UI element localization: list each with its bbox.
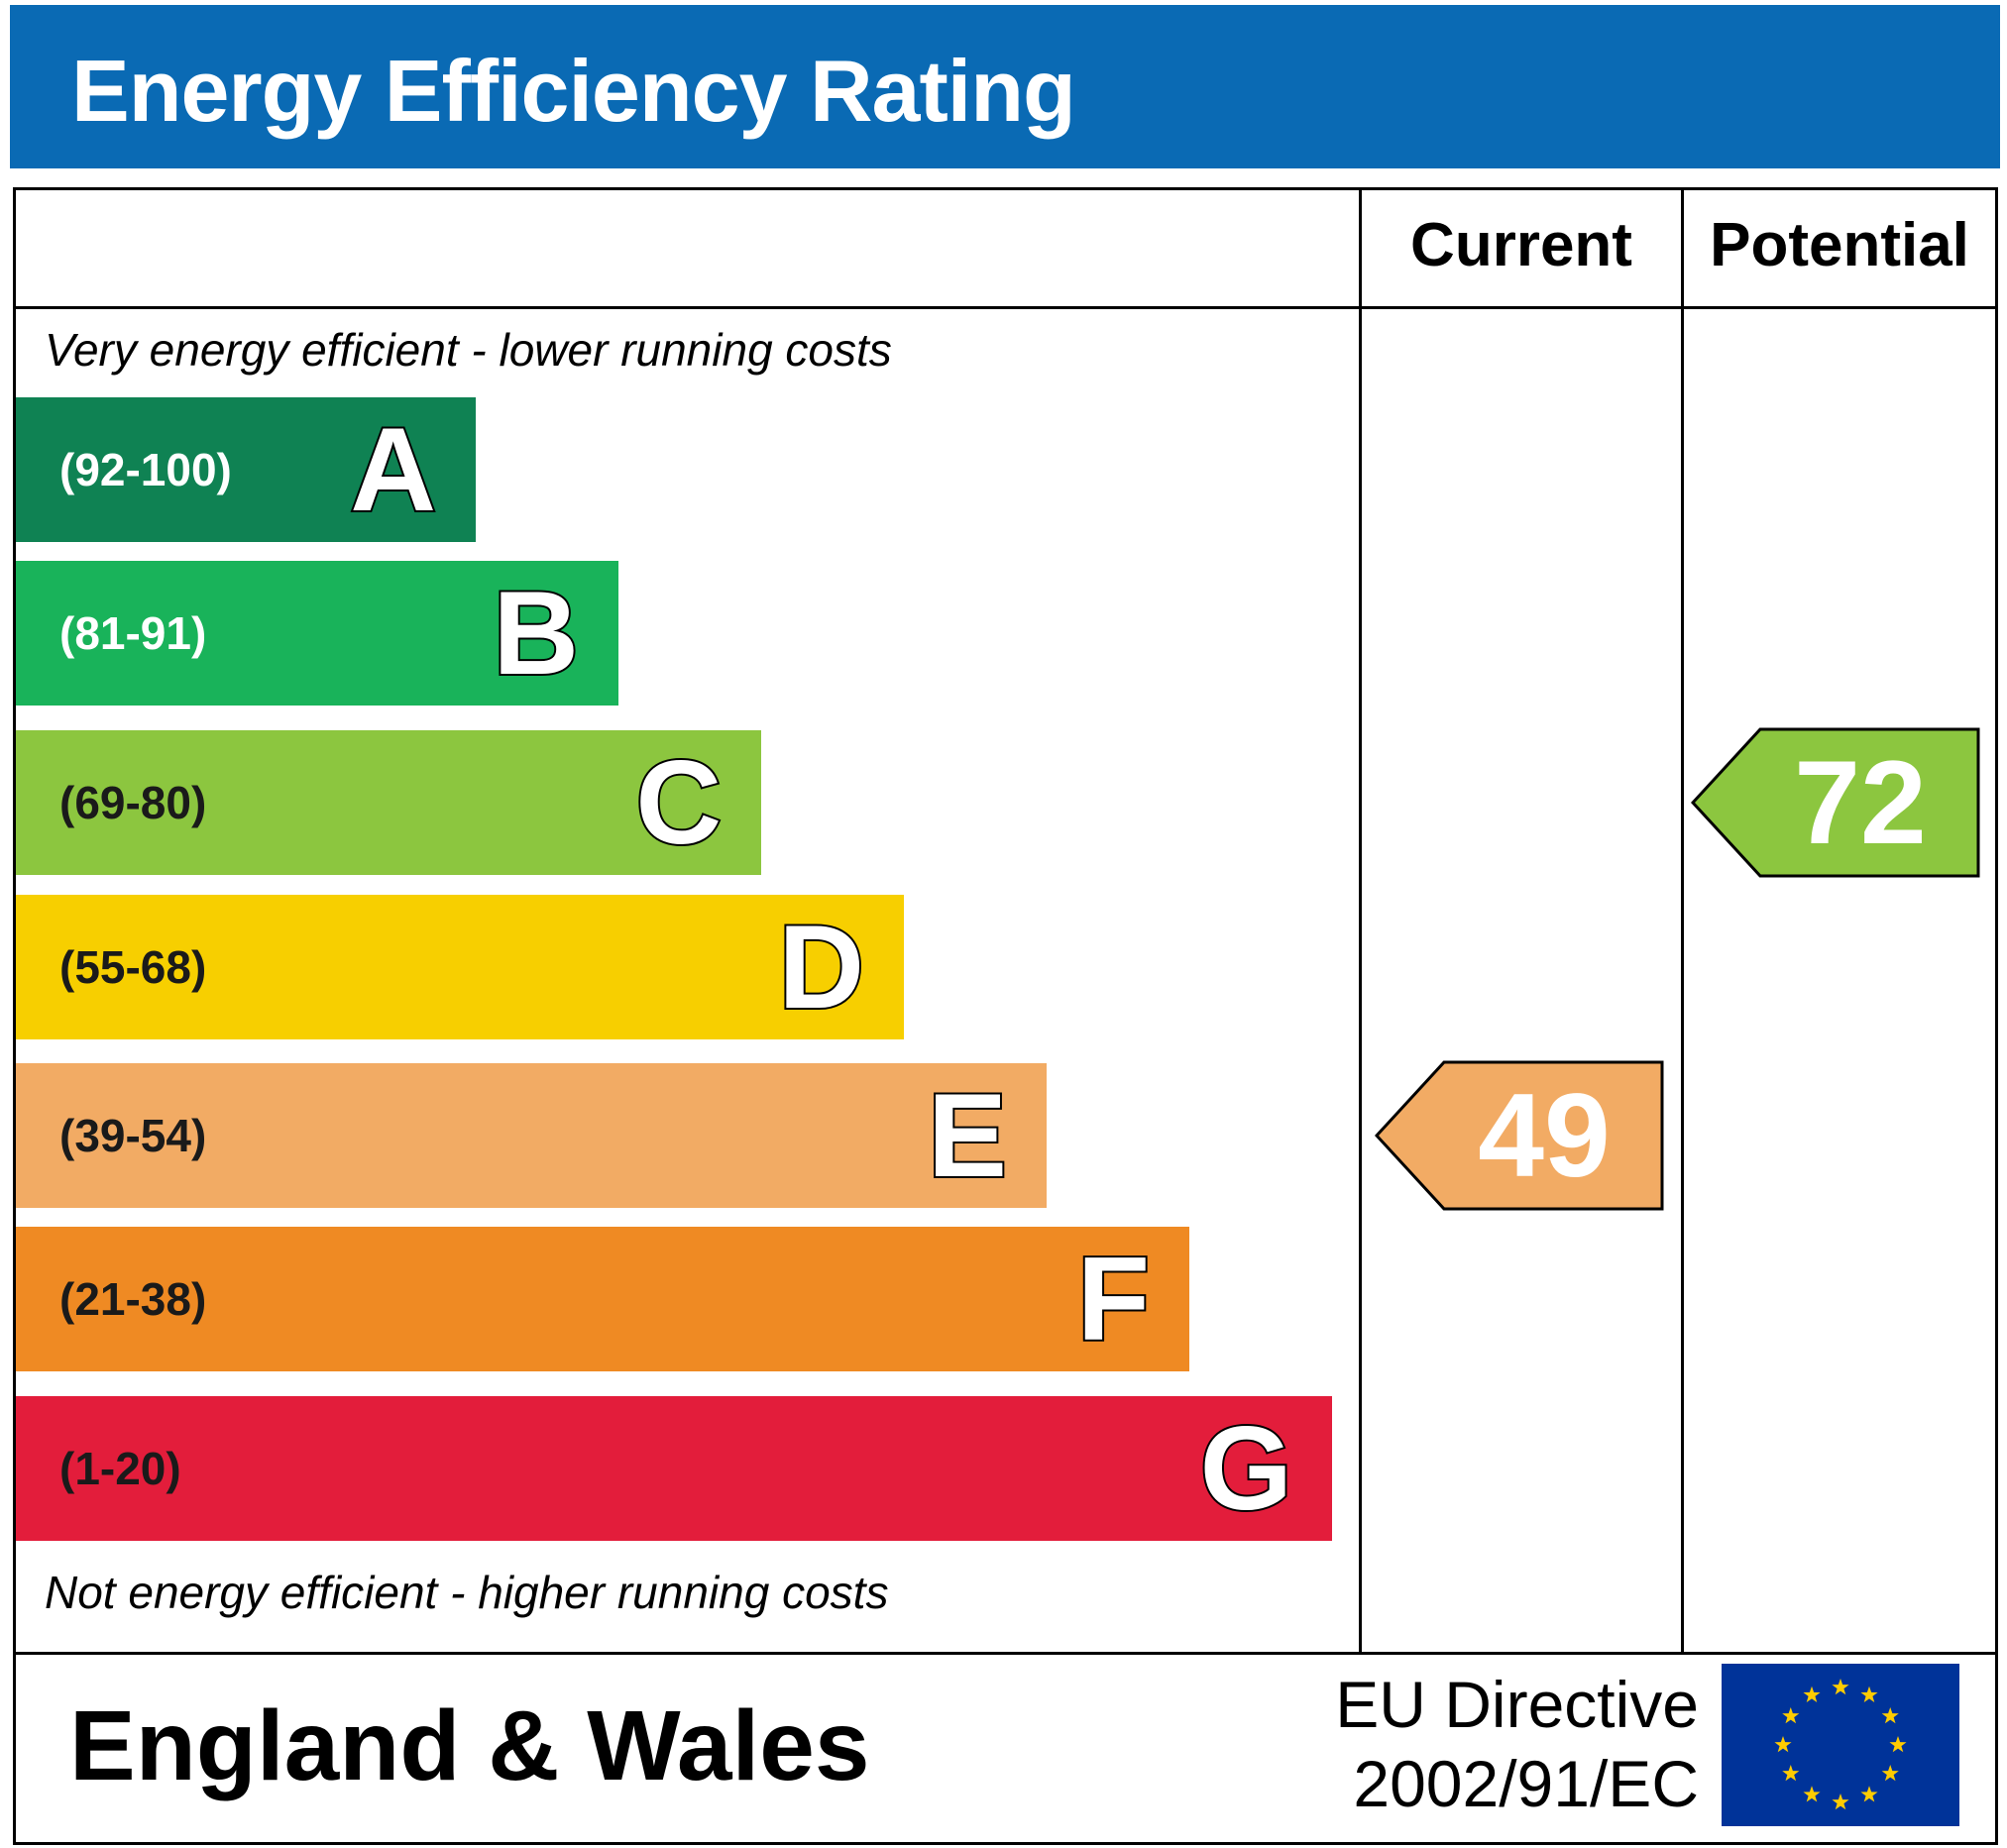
divider-current-left xyxy=(1359,187,1362,1655)
rating-band-letter: D xyxy=(776,901,866,1033)
rating-band-letter: A xyxy=(348,403,438,536)
region-label: England & Wales xyxy=(69,1690,870,1801)
rating-band-letter: F xyxy=(1075,1233,1152,1365)
current-rating-arrow-shape xyxy=(1375,1060,1664,1211)
eu-star xyxy=(1803,1685,1821,1703)
divider-footer xyxy=(13,1652,1998,1655)
caption-top: Very energy efficient - lower running co… xyxy=(45,324,892,376)
rating-band-range: (92-100) xyxy=(59,444,232,495)
eu-star xyxy=(1832,1794,1849,1810)
eu-star xyxy=(1832,1679,1849,1695)
eu-star xyxy=(1881,1765,1899,1782)
rating-band-range: (39-54) xyxy=(59,1110,207,1161)
rating-band-letter: C xyxy=(633,736,724,869)
rating-table xyxy=(13,187,1998,1845)
rating-band-d: (55-68) D xyxy=(16,895,904,1039)
eu-star xyxy=(1782,1707,1800,1724)
divider-potential-left xyxy=(1681,187,1684,1655)
arrow-potential-polygon xyxy=(1691,727,1980,878)
eu-star xyxy=(1782,1765,1800,1782)
rating-band-letter: G xyxy=(1198,1402,1294,1535)
rating-band-e: (39-54) E xyxy=(16,1063,1047,1208)
eu-star xyxy=(1774,1736,1792,1753)
eu-star xyxy=(1889,1736,1907,1753)
eu-directive: EU Directive 2002/91/EC xyxy=(1304,1665,1699,1823)
current-rating-arrow: 49 xyxy=(1375,1060,1664,1211)
rating-band-c: (69-80) C xyxy=(16,730,761,875)
eu-flag-stars xyxy=(1774,1679,1907,1810)
rating-band-a: (92-100) A xyxy=(16,397,476,542)
eu-star xyxy=(1881,1707,1899,1724)
rating-band-b: (81-91) B xyxy=(16,561,618,706)
eu-star xyxy=(1860,1786,1878,1802)
rating-band-f: (21-38) F xyxy=(16,1227,1189,1371)
column-header-potential: Potential xyxy=(1710,211,1969,279)
rating-band-range: (1-20) xyxy=(59,1443,181,1494)
rating-band-letter: E xyxy=(926,1069,1009,1202)
potential-rating-arrow: 72 xyxy=(1691,727,1980,878)
rating-band-range: (69-80) xyxy=(59,777,207,828)
rating-band-g: (1-20) G xyxy=(16,1396,1332,1541)
chart-title: Energy Efficiency Rating xyxy=(71,42,1076,140)
eu-flag-icon xyxy=(1722,1664,1959,1826)
divider-header xyxy=(13,306,1998,309)
current-rating-value: 49 xyxy=(1478,1069,1611,1202)
arrow-current-polygon xyxy=(1375,1060,1664,1211)
eu-directive-line1: EU Directive xyxy=(1335,1668,1699,1741)
rating-band-range: (55-68) xyxy=(59,941,207,993)
potential-rating-value: 72 xyxy=(1794,736,1927,869)
title-bar: Energy Efficiency Rating xyxy=(10,5,2000,168)
eu-star xyxy=(1860,1685,1878,1703)
eu-star xyxy=(1803,1786,1821,1802)
eu-directive-line2: 2002/91/EC xyxy=(1353,1747,1699,1820)
rating-band-range: (81-91) xyxy=(59,607,207,659)
rating-band-letter: B xyxy=(491,567,581,700)
caption-bottom: Not energy efficient - higher running co… xyxy=(45,1567,889,1618)
column-header-current: Current xyxy=(1410,211,1632,279)
rating-band-range: (21-38) xyxy=(59,1273,207,1325)
potential-rating-arrow-shape xyxy=(1691,727,1980,878)
